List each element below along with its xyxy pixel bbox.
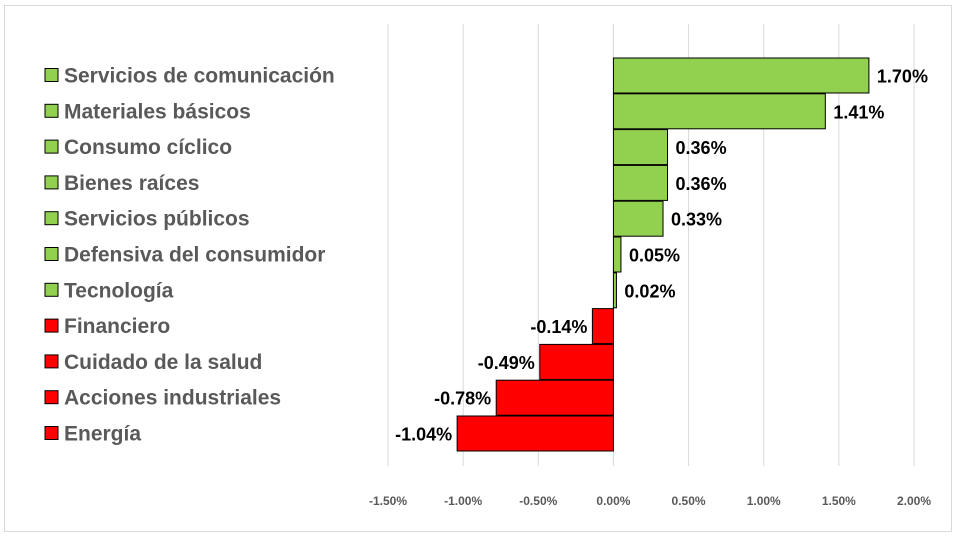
bar	[456, 415, 614, 452]
bar	[591, 308, 614, 345]
x-tick-label: -0.50%	[519, 494, 557, 508]
legend-label: Servicios de comunicación	[64, 65, 335, 88]
bar	[612, 57, 870, 94]
legend-swatch	[44, 68, 59, 82]
legend-swatch	[44, 211, 59, 226]
legend-swatch	[44, 390, 59, 405]
x-tick-label: 1.00%	[747, 494, 781, 508]
x-tick-label: 0.50%	[672, 494, 706, 508]
legend-swatch	[44, 247, 59, 261]
legend-label: Consumo cíclico	[64, 136, 232, 159]
bar	[612, 164, 669, 201]
legend-swatch	[44, 175, 59, 190]
data-label: 1.70%	[877, 67, 928, 87]
legend-swatch	[44, 282, 59, 297]
legend-swatch	[44, 426, 59, 440]
data-label: 0.36%	[676, 138, 727, 158]
data-label: 1.41%	[833, 102, 884, 122]
legend-label: Financiero	[64, 315, 170, 338]
x-tick-label: -1.50%	[369, 494, 407, 508]
legend-label: Servicios públicos	[64, 208, 250, 231]
x-tick-label: -1.00%	[444, 494, 482, 508]
data-label: -0.14%	[530, 317, 587, 337]
legend-label: Tecnología	[64, 279, 174, 302]
data-label: 0.36%	[676, 174, 727, 194]
data-label: 0.02%	[624, 281, 675, 301]
data-label: -0.78%	[434, 389, 491, 409]
bar	[612, 236, 622, 273]
legend-swatch	[44, 139, 59, 154]
legend-label: Defensiva del consumidor	[64, 244, 325, 267]
bar	[612, 93, 826, 130]
legend-swatch	[44, 318, 59, 333]
data-label: -0.49%	[478, 353, 535, 373]
legend-label: Materiales básicos	[64, 100, 251, 123]
data-label: 0.05%	[629, 246, 680, 266]
legend-label: Bienes raíces	[64, 172, 199, 195]
legend-swatch	[44, 354, 59, 369]
legend-label: Acciones industriales	[64, 387, 281, 410]
x-tick-label: 1.50%	[822, 494, 856, 508]
bar	[612, 200, 664, 237]
bar	[539, 343, 614, 380]
data-label: -1.04%	[395, 425, 452, 445]
x-tick-label: 0.00%	[596, 494, 630, 508]
legend-label: Energía	[64, 423, 141, 446]
legend-label: Cuidado de la salud	[64, 351, 262, 374]
legend-swatch	[44, 103, 59, 118]
data-label: 0.33%	[671, 210, 722, 230]
bar	[612, 129, 669, 166]
bar	[612, 272, 617, 309]
x-tick-label: 2.00%	[897, 494, 931, 508]
bar	[495, 379, 614, 416]
